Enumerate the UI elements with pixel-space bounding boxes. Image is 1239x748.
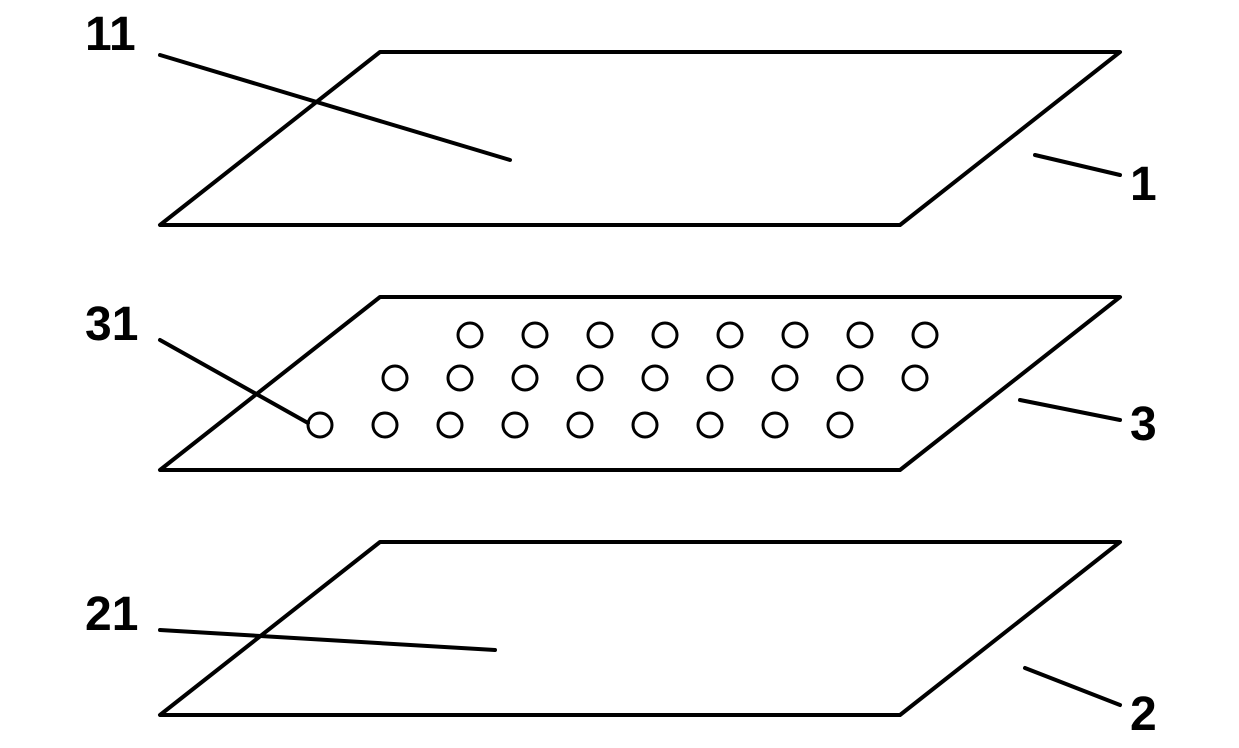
label-1: 1 (1130, 158, 1157, 211)
label-3: 3 (1130, 398, 1157, 451)
hole (763, 413, 787, 437)
top-plate (160, 52, 1120, 225)
hole (448, 366, 472, 390)
hole (373, 413, 397, 437)
hole (458, 323, 482, 347)
hole (513, 366, 537, 390)
hole (903, 366, 927, 390)
hole (848, 323, 872, 347)
hole (718, 323, 742, 347)
leader-2 (1025, 668, 1120, 705)
hole (643, 366, 667, 390)
label-21: 21 (85, 588, 138, 641)
hole (438, 413, 462, 437)
hole (708, 366, 732, 390)
bottom-plate (160, 542, 1120, 715)
hole (828, 413, 852, 437)
hole (523, 323, 547, 347)
hole (913, 323, 937, 347)
label-31: 31 (85, 298, 138, 351)
label-2: 2 (1130, 688, 1157, 741)
hole (838, 366, 862, 390)
hole (308, 413, 332, 437)
hole (773, 366, 797, 390)
hole (568, 413, 592, 437)
middle-plate (160, 297, 1120, 470)
hole (633, 413, 657, 437)
leader-3 (1020, 400, 1120, 420)
leader-1 (1035, 155, 1120, 175)
label-11: 11 (85, 8, 136, 61)
hole (653, 323, 677, 347)
hole (698, 413, 722, 437)
hole (588, 323, 612, 347)
hole (783, 323, 807, 347)
hole (503, 413, 527, 437)
hole (383, 366, 407, 390)
hole (578, 366, 602, 390)
